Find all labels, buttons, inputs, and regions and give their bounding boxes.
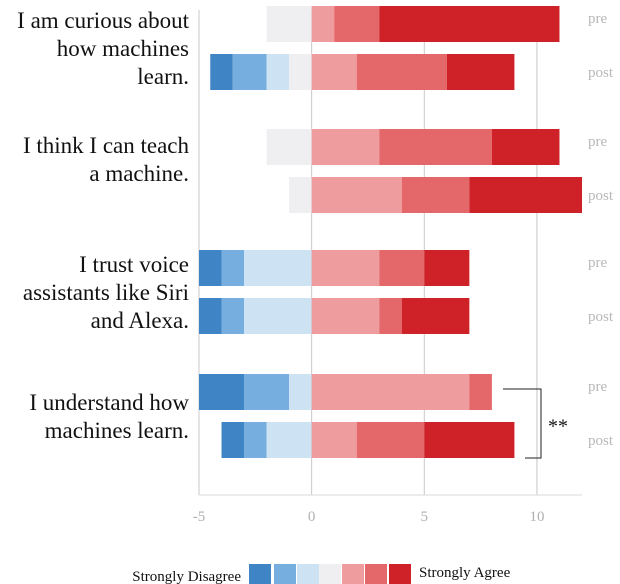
bar-segment [199,298,222,334]
bar-segment [221,298,245,334]
legend-swatch [274,564,296,584]
bar-segment [379,250,425,286]
question-label: I trust voice [79,252,189,277]
question-labels: I am curious about how machines learn. I th… [17,8,189,443]
bar-segment [289,54,312,90]
bar-segment [199,250,222,286]
bar-segment [424,250,470,286]
bar-segment [199,374,245,410]
x-axis: -5 0 5 10 [193,494,582,525]
question-label: assistants like Siri [23,280,189,305]
row-label: pre [588,379,607,395]
bars [199,6,582,458]
row-label: post [588,309,614,325]
bar-segment [311,177,402,213]
row-label: post [588,433,614,449]
bar-segment [289,177,312,213]
row-label: pre [588,134,607,150]
pre-post-labels: pre post pre post pre post pre post [588,11,614,449]
question-label: I think I can teach [23,133,190,158]
bar-segment [379,129,492,165]
tick-label: 10 [529,509,544,525]
bar-segment [311,6,335,42]
row-label: pre [588,11,607,27]
bar-segment [244,422,267,458]
question-label: and Alexa. [91,308,189,333]
bar-segment [266,54,290,90]
question-label: a machine. [89,161,189,186]
bar-segment [311,129,380,165]
tick-label: -5 [193,509,206,525]
question-label: learn. [137,64,189,89]
tick-label: 0 [308,509,316,525]
question-label: machines learn. [45,418,189,443]
bar-segment [266,129,312,165]
legend-swatch [319,564,341,584]
bar-segment [379,6,560,42]
bar-segment [379,298,402,334]
legend-left-label: Strongly Disagree [132,569,241,584]
bar-segment [311,54,357,90]
row-label: post [588,65,614,81]
significance-bracket: ** [503,388,568,459]
bar-segment [244,374,290,410]
bar-segment [446,54,515,90]
bar-segment [401,298,470,334]
question-label: I am curious about [17,8,189,33]
bar-segment [266,6,312,42]
bar-segment [244,250,312,286]
legend-swatch [389,564,411,584]
legend-swatch [249,564,271,584]
legend-swatch [342,564,364,584]
significance-label: ** [548,416,568,438]
question-label: how machines [57,36,189,61]
bar-segment [232,54,267,90]
bar-segment [311,422,357,458]
row-label: pre [588,255,607,271]
bar-segment [469,177,582,213]
bar-segment [289,374,312,410]
bar-segment [221,422,245,458]
bar-segment [491,129,560,165]
legend-right-label: Strongly Agree [419,565,511,581]
bar-segment [311,298,380,334]
question-label: I understand how [29,390,189,415]
row-label: post [588,188,614,204]
bar-segment [334,6,380,42]
bar-segment [311,250,380,286]
legend: Strongly Disagree Strongly Agree [132,564,511,584]
tick-label: 5 [421,509,429,525]
bar-segment [401,177,470,213]
bar-segment [244,298,312,334]
bar-segment [356,54,447,90]
bracket-line [503,388,542,459]
legend-swatch [297,564,319,584]
bar-segment [424,422,515,458]
bar-segment [356,422,425,458]
bar-segment [311,374,470,410]
legend-swatch [365,564,387,584]
bar-segment [266,422,312,458]
bar-segment [469,374,492,410]
bar-segment [210,54,233,90]
bar-segment [221,250,245,286]
